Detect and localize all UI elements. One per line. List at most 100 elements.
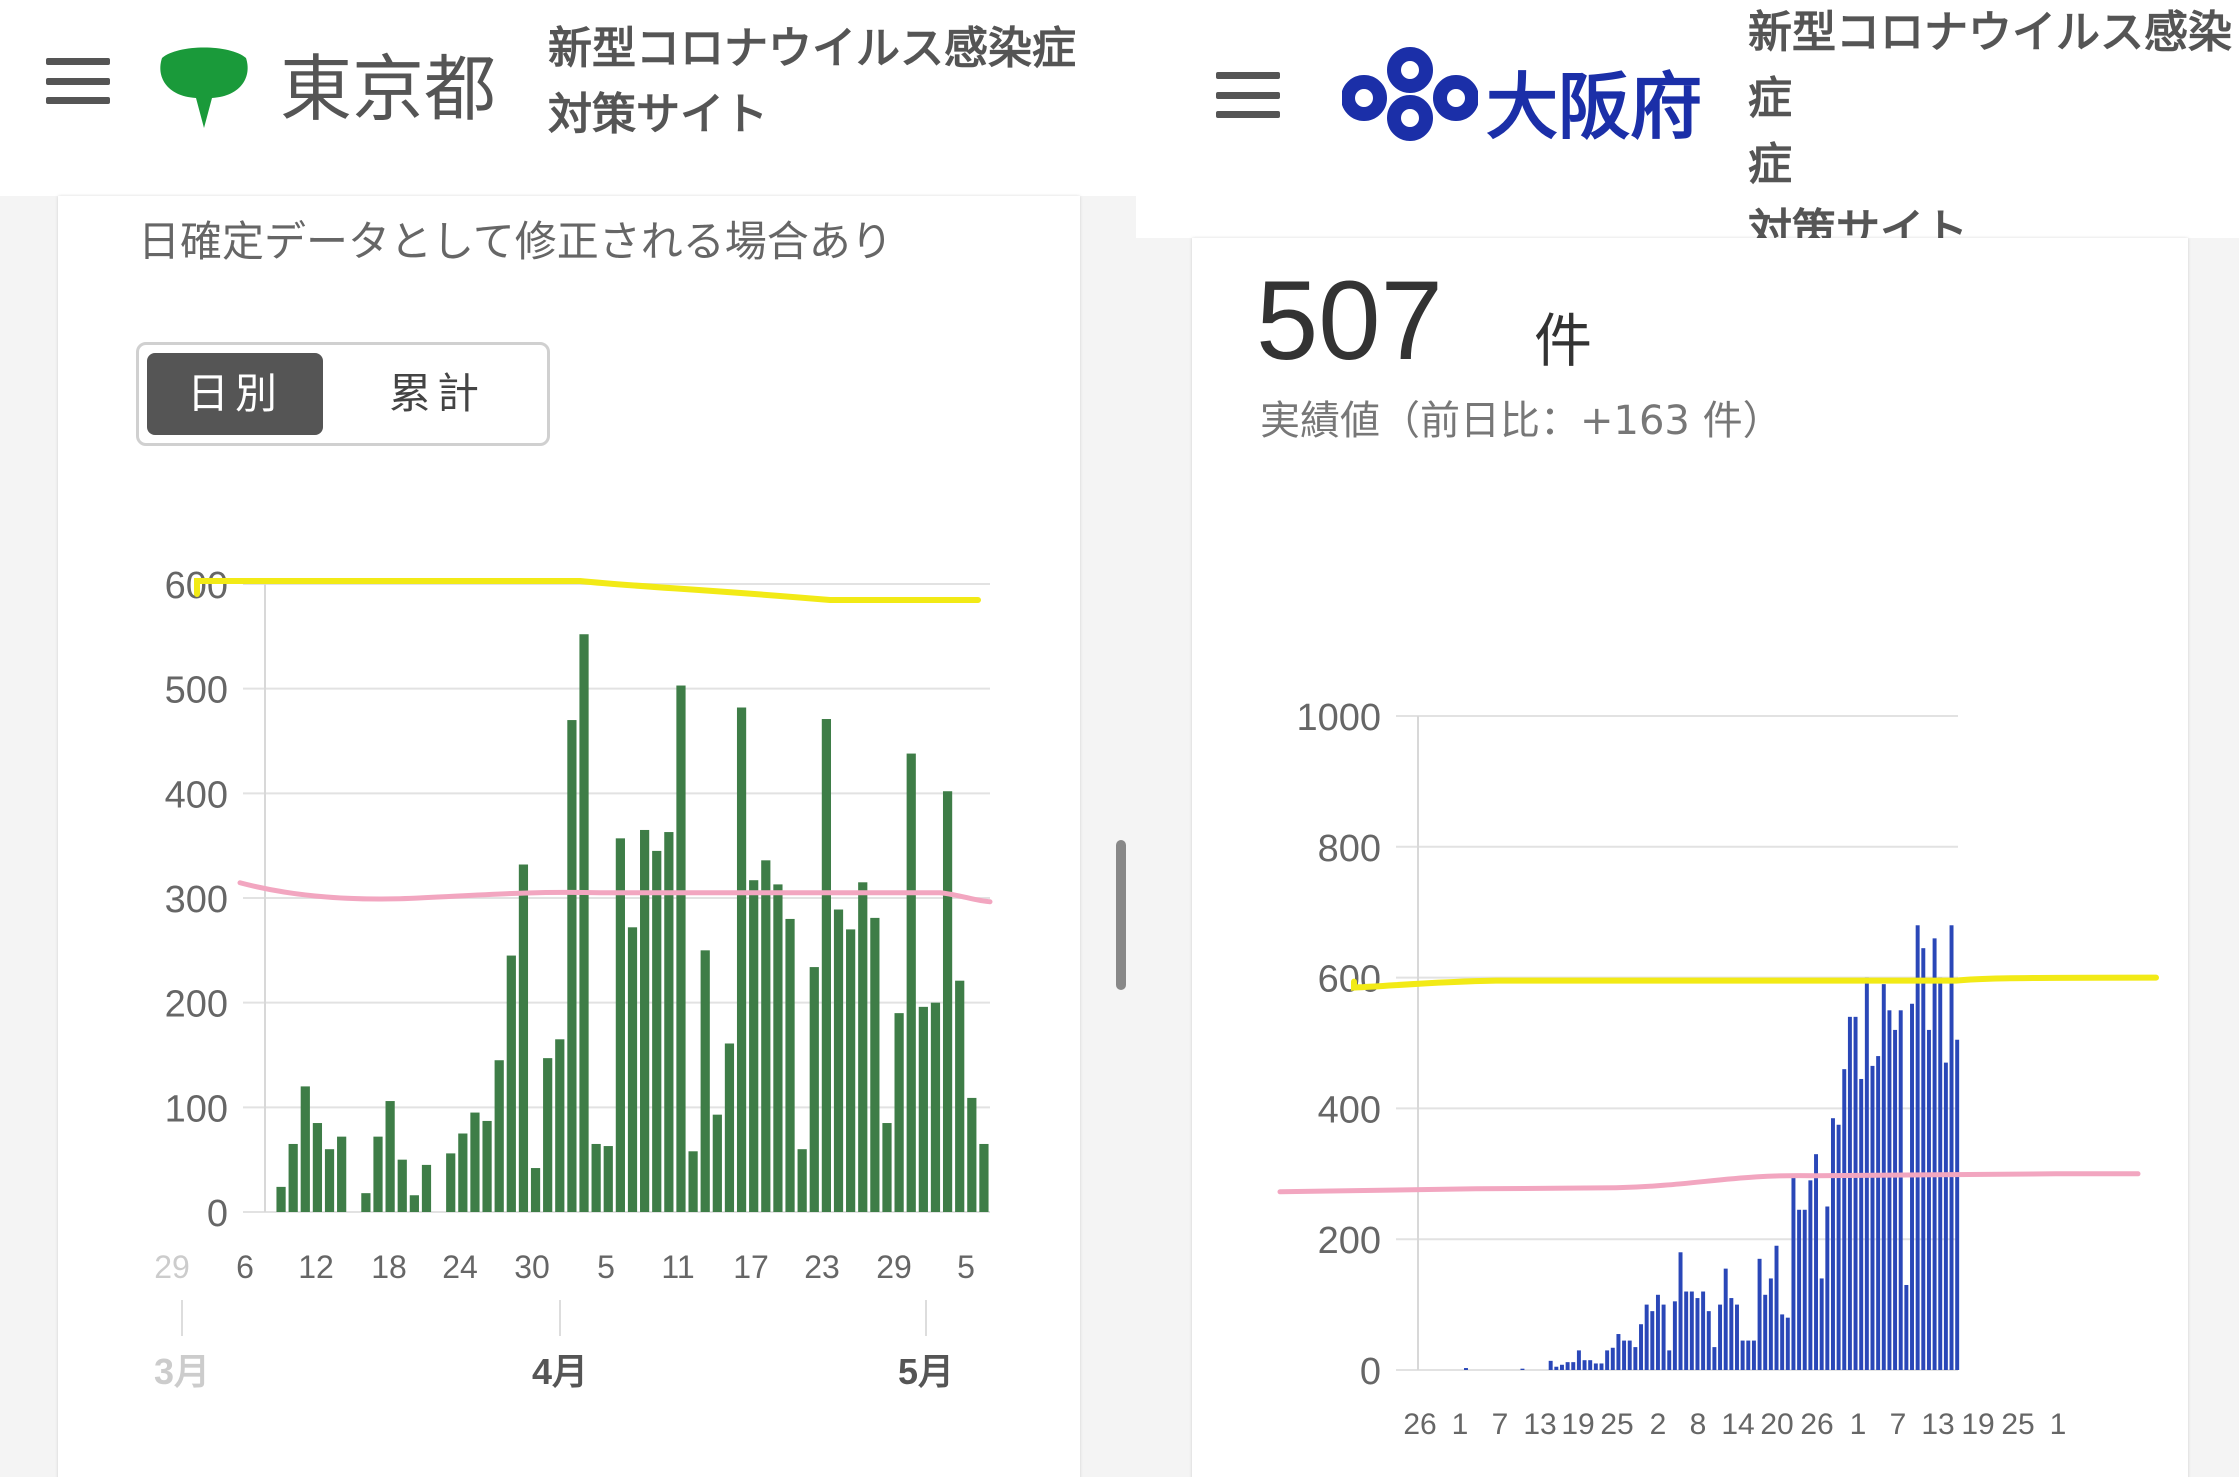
- x-tick-label: 11: [661, 1249, 694, 1285]
- x-tick-label: 26: [1800, 1408, 1833, 1441]
- x-tick-label: 29: [876, 1249, 912, 1285]
- bar: [1955, 1039, 1960, 1370]
- bar: [1802, 1209, 1807, 1370]
- bar: [1825, 1206, 1830, 1370]
- bar: [930, 1002, 941, 1212]
- bar: [627, 927, 638, 1212]
- bar: [1859, 1078, 1864, 1370]
- x-tick-label: 7: [1890, 1408, 1907, 1441]
- tokyo-logo-text: 東京都: [280, 47, 497, 131]
- bar: [773, 884, 783, 1212]
- x-tick-label: 1: [1452, 1408, 1469, 1441]
- y-tick-label: 0: [207, 1193, 228, 1235]
- bar: [712, 1114, 722, 1212]
- bar: [1627, 1340, 1632, 1370]
- bar: [1751, 1340, 1756, 1370]
- bar: [1729, 1298, 1734, 1370]
- bar: [397, 1159, 407, 1212]
- bar: [858, 882, 868, 1212]
- bar: [1943, 1062, 1948, 1370]
- y-tick-label: 0: [1360, 1351, 1381, 1393]
- yellow-highlight-line: [1351, 974, 2159, 991]
- bar: [1836, 1124, 1841, 1370]
- bar: [1904, 1284, 1909, 1370]
- bar: [736, 707, 747, 1212]
- x-tick-label: 5: [597, 1249, 615, 1285]
- bar: [724, 1043, 735, 1212]
- bar: [1593, 1363, 1598, 1370]
- bar: [1548, 1360, 1553, 1370]
- bar: [955, 980, 965, 1212]
- bar: [1610, 1347, 1615, 1370]
- bar: [567, 720, 577, 1212]
- bar: [385, 1101, 395, 1212]
- toggle-daily-button[interactable]: 日別: [147, 353, 323, 435]
- x-tick-label: 2: [1650, 1408, 1667, 1441]
- bar: [312, 1123, 323, 1212]
- bar: [1672, 1301, 1677, 1370]
- bar: [276, 1186, 286, 1212]
- bar: [1712, 1347, 1717, 1370]
- bar: [1780, 1314, 1785, 1370]
- bar: [421, 1164, 432, 1212]
- bar: [530, 1168, 541, 1212]
- bar: [942, 791, 953, 1212]
- bar: [1588, 1360, 1593, 1370]
- x-tick-label: 19: [1561, 1408, 1594, 1441]
- bar: [591, 1143, 601, 1212]
- bar: [1768, 1278, 1773, 1370]
- bar: [1644, 1304, 1649, 1370]
- y-tick-label: 300: [165, 879, 228, 921]
- bar: [1718, 1304, 1723, 1370]
- bar: [821, 719, 832, 1212]
- bar: [1887, 1010, 1892, 1370]
- bar: [543, 1058, 553, 1212]
- bar: [1910, 1003, 1914, 1370]
- bar: [1554, 1366, 1559, 1370]
- bar: [1582, 1360, 1587, 1370]
- bar: [1898, 1010, 1903, 1370]
- menu-icon[interactable]: [1216, 72, 1280, 118]
- bar: [1949, 925, 1954, 1370]
- osaka-count-subtitle: 実績値（前日比：+163 件）: [1260, 398, 1783, 444]
- bar: [1746, 1340, 1751, 1370]
- bar: [1932, 938, 1937, 1370]
- tokyo-panel: 東京都 新型コロナウイルス感染症 対策サイト 日確定データとして修正される場合あ…: [0, 0, 1136, 1477]
- x-tick-label: 30: [514, 1249, 550, 1285]
- bar: [1763, 1294, 1768, 1370]
- bar: [688, 1151, 698, 1212]
- tokyo-view-toggle: 日別 累計: [136, 342, 550, 446]
- bar: [1661, 1304, 1666, 1370]
- osaka-count-value: 507: [1256, 258, 1443, 383]
- x-tick-label: 26: [1403, 1408, 1436, 1441]
- x-tick-label: 14: [1721, 1408, 1754, 1441]
- bar: [1559, 1364, 1564, 1370]
- bar: [1576, 1350, 1581, 1370]
- bar: [288, 1143, 298, 1212]
- x-tick-label: 25: [2001, 1408, 2034, 1441]
- bar: [797, 1149, 807, 1212]
- bar: [652, 850, 662, 1212]
- bar: [1650, 1311, 1655, 1370]
- bar: [700, 950, 710, 1212]
- pink-highlight-line: [237, 880, 993, 905]
- yellow-highlight-line: [194, 578, 981, 603]
- bar: [494, 1060, 504, 1212]
- toggle-cumulative-button[interactable]: 累計: [388, 369, 485, 418]
- bar: [809, 967, 819, 1212]
- bar: [846, 929, 856, 1212]
- scrollbar[interactable]: [1116, 840, 1126, 990]
- bar: [833, 909, 844, 1212]
- bar: [1797, 1209, 1802, 1370]
- menu-icon[interactable]: [46, 58, 110, 104]
- x-tick-label: 24: [442, 1249, 478, 1285]
- tokyo-note: 日確定データとして修正される場合あり: [138, 217, 893, 266]
- y-tick-label: 400: [1318, 1089, 1381, 1131]
- bar: [1605, 1350, 1610, 1370]
- bar: [1774, 1245, 1779, 1370]
- bar: [979, 1143, 989, 1212]
- bar: [324, 1149, 335, 1212]
- bar: [1870, 1065, 1875, 1370]
- x-tick-label: 12: [298, 1249, 334, 1285]
